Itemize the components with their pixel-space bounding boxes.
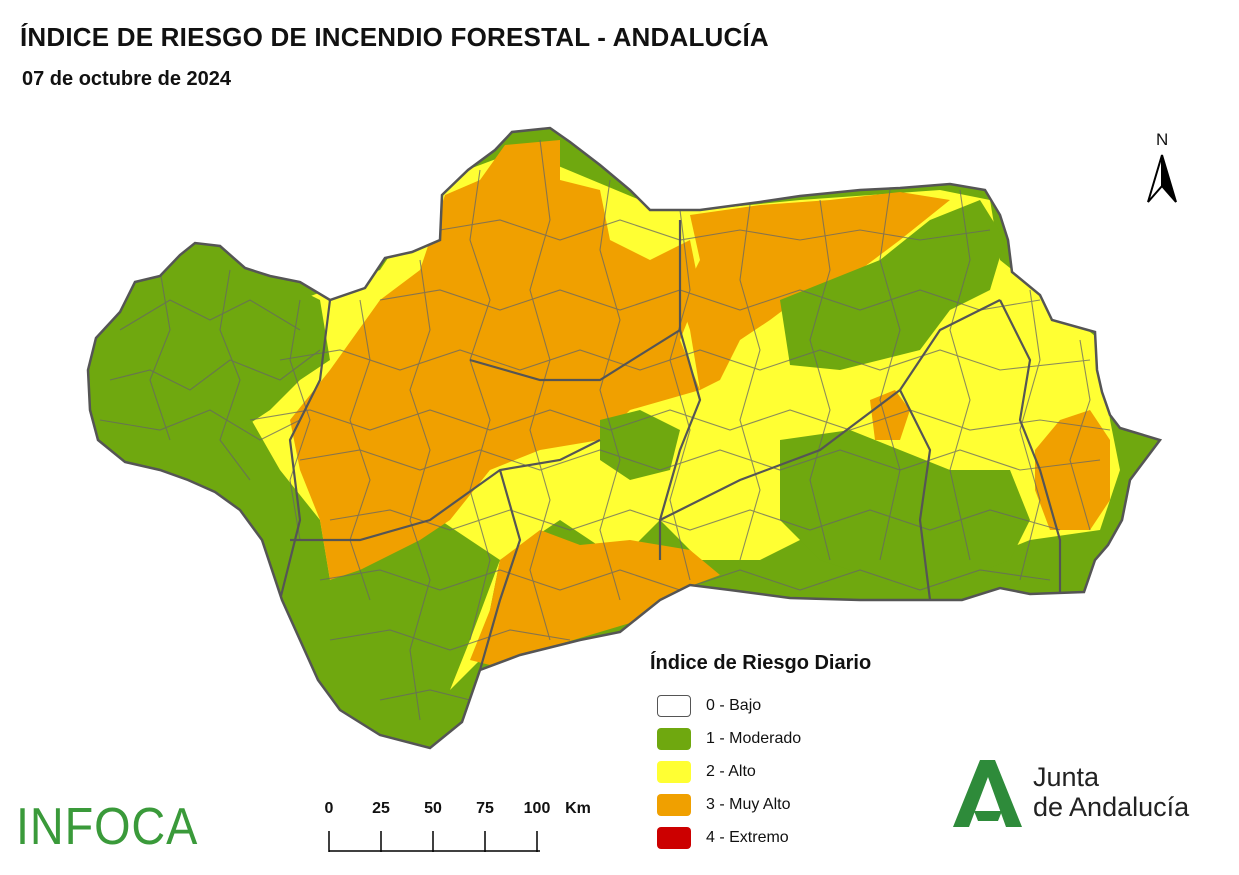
zone-muy-alto-granada [870, 390, 910, 440]
provincial-boundaries [278, 220, 1062, 671]
north-arrow-icon [1147, 154, 1177, 203]
junta-line1: Junta [1033, 762, 1100, 792]
junta-andalucia-logo-icon [953, 760, 1022, 827]
zone-moderado-jaen [600, 410, 680, 480]
zone-moderado-sierra [780, 200, 1005, 370]
junta-andalucia-wordmark: Junta de Andalucía [1033, 762, 1189, 822]
legend-label: 2 - Alto [706, 762, 756, 780]
zone-muy-alto-malaga [470, 530, 720, 665]
scale-tick-label: 0 [324, 800, 334, 817]
legend-item-bajo: 0 - Bajo [650, 689, 871, 722]
legend-swatch-bajo [657, 694, 691, 717]
scale-bar-ruler [328, 831, 540, 852]
legend-item-extremo: 4 - Extremo [650, 821, 871, 854]
legend-swatch-alto [657, 760, 691, 783]
legend-label: 0 - Bajo [706, 696, 762, 714]
legend-label: 3 - Muy Alto [706, 795, 791, 813]
scale-tick-label: 25 [372, 800, 390, 817]
legend: Índice de Riesgo Diario 0 - Bajo 1 - Mod… [650, 652, 871, 854]
scale-tick-label: 75 [476, 800, 494, 817]
scale-bar: 0 25 50 75 100 Km [318, 800, 618, 860]
zone-muy-alto-centro [290, 140, 700, 580]
legend-item-alto: 2 - Alto [650, 755, 871, 788]
junta-line2: de Andalucía [1033, 792, 1190, 822]
legend-item-muy-alto: 3 - Muy Alto [650, 788, 871, 821]
legend-label: 1 - Moderado [706, 729, 802, 747]
scale-tick-label: 100 [523, 800, 551, 817]
scale-tick-label: 50 [424, 800, 442, 817]
map-date: 07 de octubre de 2024 [22, 68, 231, 90]
municipal-boundaries [99, 139, 1111, 721]
zone-moderado-huelva-oeste [88, 260, 330, 480]
legend-label: 4 - Extremo [706, 828, 789, 846]
risk-zones [88, 128, 1160, 748]
north-label: N [1156, 130, 1169, 149]
legend-swatch-extremo [657, 826, 691, 849]
legend-item-moderado: 1 - Moderado [650, 722, 871, 755]
zone-moderado-granada [780, 430, 1030, 580]
legend-swatch-muy-alto [657, 793, 691, 816]
legend-swatch-moderado [657, 727, 691, 750]
legend-title: Índice de Riesgo Diario [650, 652, 872, 674]
scale-unit: Km [565, 800, 591, 817]
map-title: ÍNDICE DE RIESGO DE INCENDIO FORESTAL - … [20, 22, 769, 52]
infoca-logo: INFOCA [16, 798, 199, 856]
